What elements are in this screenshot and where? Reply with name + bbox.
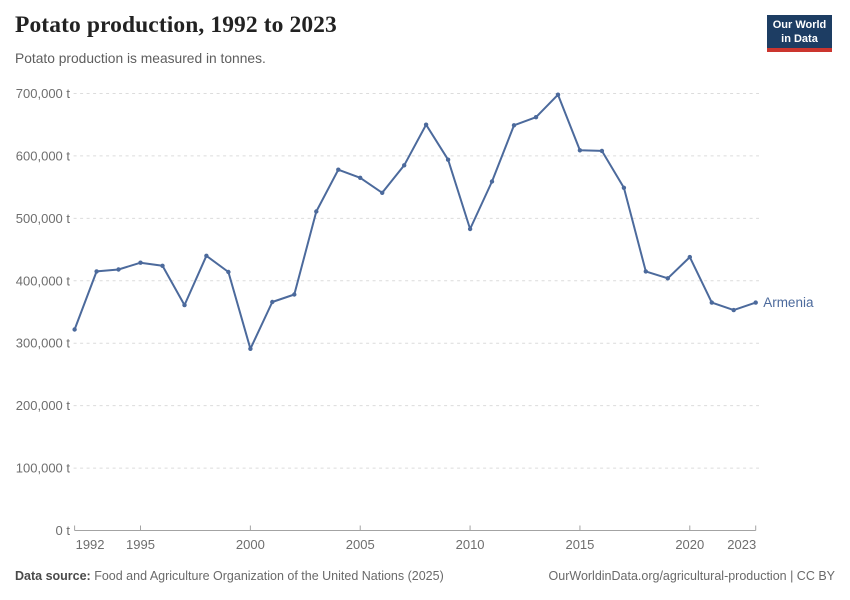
data-point-2007[interactable] [402, 163, 407, 168]
y-axis-tick-label: 700,000 t [16, 86, 71, 101]
data-point-2000[interactable] [248, 346, 253, 351]
data-point-2012[interactable] [511, 123, 517, 128]
owid-url-license-link[interactable]: OurWorldinData.org/agricultural-producti… [548, 569, 835, 583]
data-point-2017[interactable] [621, 185, 627, 190]
y-axis-tick-label: 200,000 t [16, 398, 71, 413]
data-point-1998[interactable] [204, 253, 209, 258]
data-point-1994[interactable] [116, 267, 121, 272]
data-point-2004[interactable] [336, 167, 341, 172]
data-point-2002[interactable] [292, 292, 297, 297]
chart-footer: Data source: Food and Agriculture Organi… [15, 569, 835, 583]
data-point-2016[interactable] [599, 148, 605, 154]
data-source-label: Data source: [15, 569, 91, 583]
series-end-label[interactable]: Armenia [763, 295, 814, 310]
data-point-2013[interactable] [533, 115, 539, 120]
data-point-2022[interactable] [731, 307, 736, 313]
x-axis-tick-label: 2000 [236, 537, 265, 552]
data-source-note: Data source: Food and Agriculture Organi… [15, 569, 444, 583]
y-axis-tick-label: 500,000 t [16, 211, 71, 226]
data-point-2009[interactable] [445, 157, 451, 162]
y-axis-tick-label: 100,000 t [16, 461, 71, 476]
data-source-text: Food and Agriculture Organization of the… [94, 569, 444, 583]
x-axis-tick-label: 2015 [565, 537, 594, 552]
data-point-2020[interactable] [687, 254, 692, 260]
x-axis-tick-label: 2023 [727, 537, 756, 552]
data-point-2023[interactable] [753, 300, 758, 305]
x-axis-tick-label: 1995 [126, 537, 155, 552]
data-point-2001[interactable] [270, 299, 275, 305]
owid-logo-line1: Our World [772, 19, 827, 31]
series-line-armenia[interactable] [73, 93, 757, 350]
data-point-1995[interactable] [138, 260, 143, 265]
data-point-2008[interactable] [423, 122, 429, 127]
x-axis-tick-label: 2020 [675, 537, 704, 552]
data-point-1999[interactable] [226, 269, 231, 275]
data-point-2019[interactable] [665, 276, 670, 281]
data-point-2014[interactable] [555, 92, 561, 97]
data-point-2015[interactable] [577, 148, 583, 153]
owid-logo-line2: in Data [781, 33, 818, 45]
y-axis-tick-label: 0 t [56, 523, 71, 538]
data-point-2003[interactable] [314, 209, 319, 214]
owid-logo[interactable]: Our World in Data [767, 15, 832, 52]
chart-subtitle: Potato production is measured in tonnes. [15, 51, 266, 66]
data-point-2018[interactable] [643, 269, 648, 274]
x-axis-tick-label: 1992 [76, 537, 105, 552]
data-point-2006[interactable] [380, 190, 385, 195]
y-axis-tick-label: 400,000 t [16, 273, 71, 288]
data-point-1993[interactable] [94, 269, 99, 274]
x-axis-tick-label: 2005 [346, 537, 375, 552]
data-point-2005[interactable] [358, 175, 363, 180]
y-axis-tick-label: 300,000 t [16, 336, 71, 351]
y-axis-tick-label: 600,000 t [16, 148, 71, 163]
data-point-1996[interactable] [160, 263, 165, 268]
owid-logo-text: Our World in Data [767, 15, 832, 46]
data-point-1992[interactable] [72, 327, 77, 332]
x-axis-tick-label: 2010 [456, 537, 485, 552]
page-title: Potato production, 1992 to 2023 [15, 12, 337, 38]
data-point-1997[interactable] [182, 302, 187, 308]
data-point-2021[interactable] [709, 300, 714, 305]
data-point-2010[interactable] [467, 226, 473, 232]
data-point-2011[interactable] [489, 179, 495, 184]
